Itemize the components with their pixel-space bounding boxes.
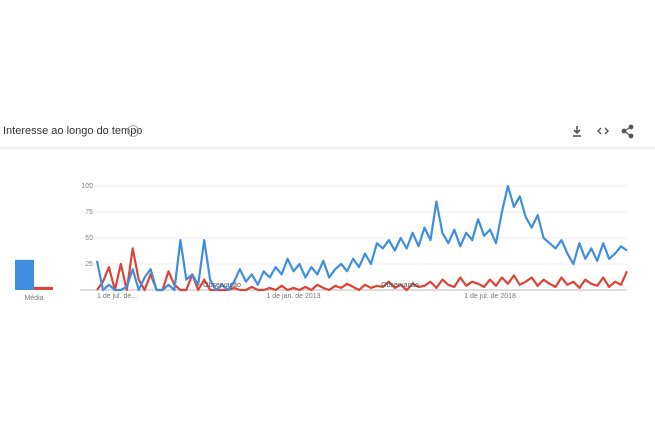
series-line bbox=[96, 247, 629, 292]
annotation: Observação bbox=[381, 282, 419, 289]
average-bar bbox=[34, 286, 53, 290]
x-tick-label: 1 de jan. de 2013 bbox=[266, 293, 320, 300]
embed-icon[interactable] bbox=[597, 127, 609, 135]
card-title: Interesse ao longo do tempo bbox=[3, 125, 142, 137]
download-icon[interactable] bbox=[573, 126, 581, 137]
x-tick-label: 1 de jul. de... bbox=[97, 293, 137, 300]
svg-text:?: ? bbox=[131, 128, 135, 135]
average-bar bbox=[15, 259, 34, 290]
help-icon[interactable]: ? bbox=[127, 125, 139, 137]
share-icon[interactable] bbox=[621, 124, 634, 139]
x-tick-label: 1 de jul. de 2018 bbox=[464, 293, 516, 300]
average-label: Média bbox=[24, 295, 43, 302]
series-line bbox=[95, 184, 628, 292]
annotation: Observação bbox=[203, 282, 241, 289]
